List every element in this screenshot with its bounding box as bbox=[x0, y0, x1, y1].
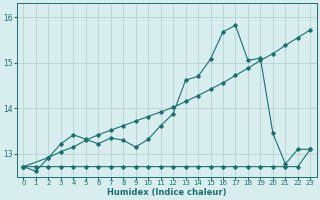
X-axis label: Humidex (Indice chaleur): Humidex (Indice chaleur) bbox=[107, 188, 227, 197]
